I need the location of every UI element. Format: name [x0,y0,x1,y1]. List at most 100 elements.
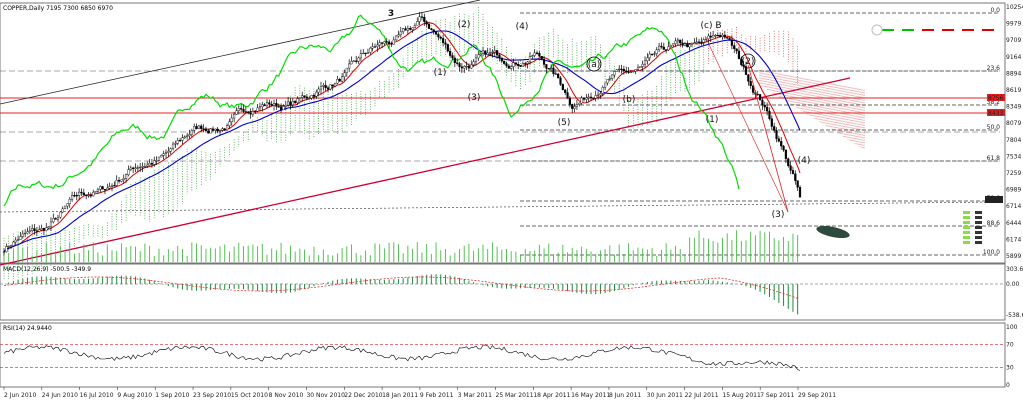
candle-body [122,178,125,181]
candle-body [174,143,177,145]
candle-body [409,28,412,30]
time-axis-label: 9 Aug 2010 [117,392,152,399]
candle-body [780,141,783,147]
candle-body [650,53,654,56]
price-tag-label: 8756 [988,95,1003,102]
candle-body [179,140,182,142]
time-axis-label: 8 Nov 2010 [269,392,304,399]
candle-body [200,125,203,129]
candle-body [514,62,517,65]
candle-body [618,68,621,71]
macd-axis-label: -538.6 [1006,312,1023,319]
candle-body [169,148,172,152]
candle-body [575,104,579,107]
candle-body [587,96,590,99]
candle-body [12,241,15,246]
price-axis-label: 6444 [1006,220,1021,227]
price-axis-label: 5899 [1006,253,1021,260]
candle-body [505,63,508,67]
current-price-label: 6970 [986,197,1001,204]
candle-body [676,39,679,42]
candle-body [115,180,118,186]
candle-body [463,66,466,69]
candle-body [634,69,637,72]
candle-body [399,31,402,36]
wave-circle [740,53,756,69]
candle-body [510,66,513,69]
candle-body [317,88,320,93]
candle-body [254,111,257,113]
candle-body [655,49,658,54]
candle-body [768,110,771,119]
mini-bar [963,211,970,214]
candle-body [359,53,363,59]
candle-body [535,52,539,54]
candle-body [312,95,316,97]
candle-body [94,191,97,193]
candle-body [481,50,485,54]
candle-body [45,227,48,231]
candle-body [324,85,327,88]
candle-body [247,111,250,114]
candle-body [770,118,773,127]
candle-body [524,63,527,65]
candle-body [470,64,473,69]
candle-body [296,98,299,103]
candle-body [225,125,229,131]
candle-body [495,50,499,56]
wave-label: (4) [516,22,529,32]
time-axis-label: 24 Jun 2010 [42,392,78,399]
candle-body [385,41,388,43]
candle-body [282,106,285,111]
mini-bar [963,241,970,244]
time-axis-label: 9 Feb 2011 [420,392,454,399]
candle-body [432,29,435,33]
candle-body [272,103,276,106]
candle-body [702,39,705,43]
candle-body [749,81,752,86]
wave-label: (1) [706,115,719,125]
candle-body [437,33,440,38]
candle-body [155,160,158,162]
projection-line [704,35,789,213]
candle-body [693,42,696,44]
candle-body [78,191,81,196]
candle-body [488,52,492,54]
candle-body [413,25,417,28]
candle-body [150,163,154,165]
candle-body [460,66,463,69]
candle-body [303,95,306,98]
candle-body [56,216,60,220]
time-axis-label: 23 Sep 2010 [193,392,231,399]
candle-body [63,205,67,210]
candle-body [719,35,722,37]
candle-body [216,128,219,132]
candle-body [24,232,27,235]
mini-bar [975,241,982,244]
candle-body [26,231,29,234]
candle-body [632,71,635,73]
price-axis-label: 9979 [1006,21,1021,28]
candle-body [103,189,107,191]
candle-body [625,70,628,73]
candle-body [763,104,766,108]
mini-bar [963,221,970,224]
candle-body [127,169,130,175]
candle-body [521,63,525,67]
candle-body [585,97,588,100]
candle-body [319,86,323,90]
candle-body [125,174,128,179]
candle-body [519,65,522,67]
legend-circle [871,24,883,36]
candle-body [700,41,703,43]
candle-body [390,43,393,45]
candle-body [148,163,151,166]
candle-body [35,230,38,232]
candle-body [66,203,69,207]
candle-body [707,35,710,40]
candle-body [545,64,548,69]
candle-body [277,106,280,108]
candle-body [648,53,651,59]
candle-body [141,166,144,168]
candle-body [639,66,642,69]
